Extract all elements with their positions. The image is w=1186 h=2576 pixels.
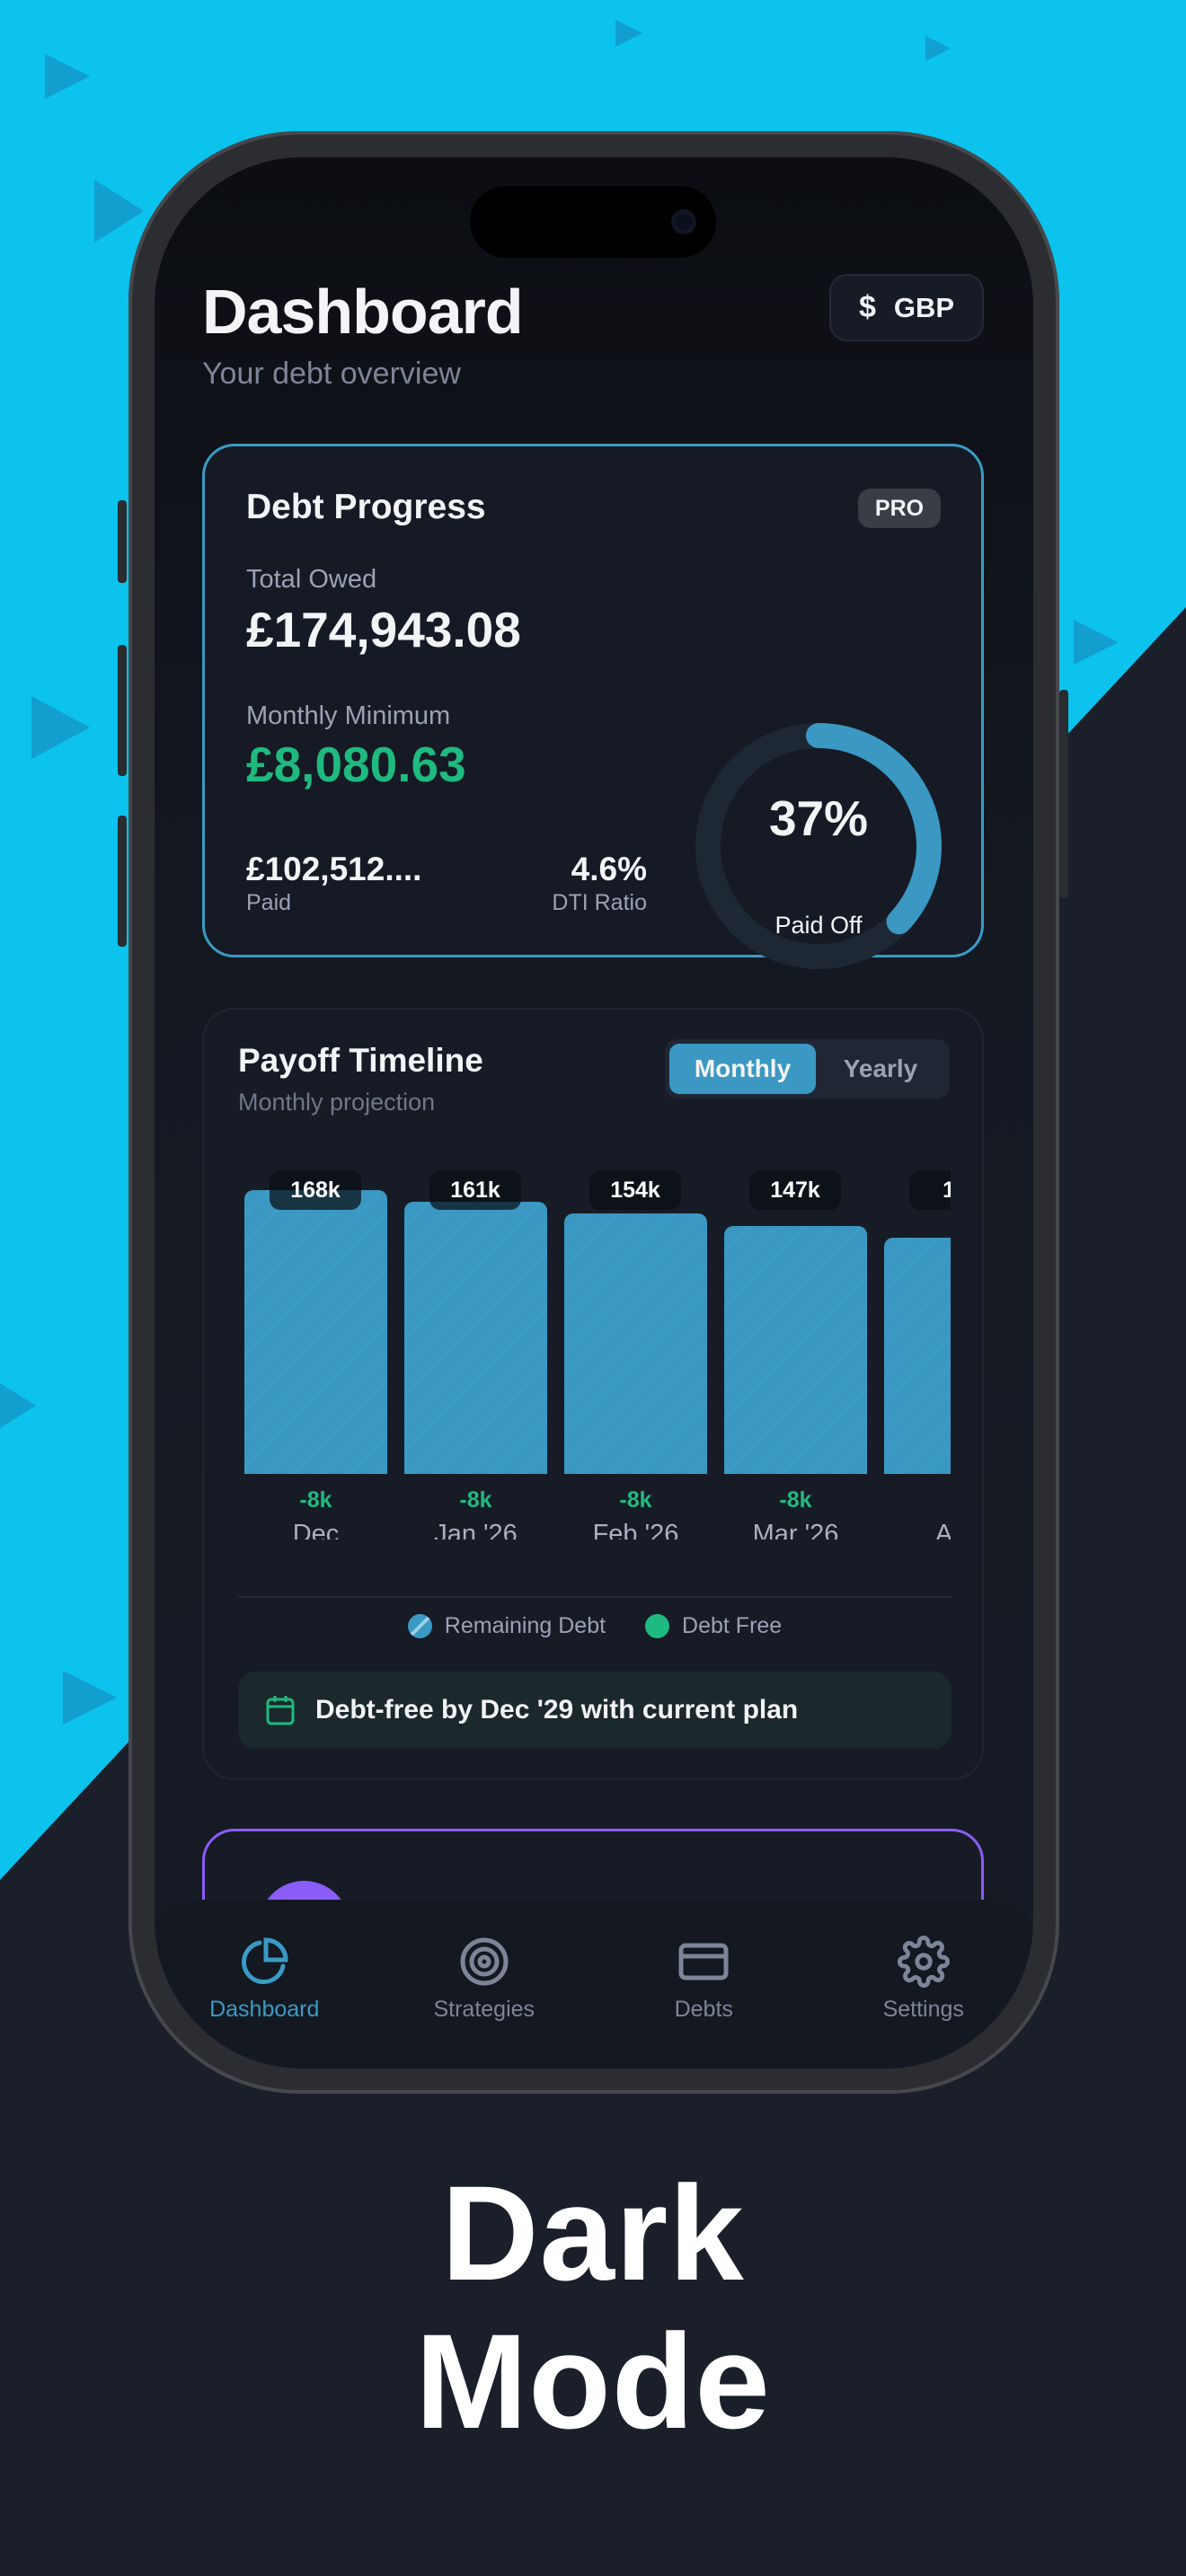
- progress-donut: [695, 723, 942, 969]
- legend-label: Debt Free: [682, 1613, 783, 1638]
- legend-remaining-debt: Remaining Debt: [407, 1613, 606, 1639]
- decor-triangle: [31, 696, 90, 759]
- currency-button[interactable]: $ GBP: [829, 274, 984, 341]
- green-dot-icon: [645, 1614, 670, 1638]
- paid-off-label: Paid Off: [774, 912, 863, 939]
- x-tick-label: Apr: [934, 1520, 951, 1539]
- phone-side-button: [118, 816, 127, 947]
- bar-value-label: 14: [909, 1170, 951, 1210]
- bar-value-label: 147k: [749, 1170, 841, 1210]
- nav-debts[interactable]: Debts: [594, 1900, 814, 2069]
- debt-progress-card[interactable]: Debt Progress PRO Total Owed £174,943.08…: [202, 444, 984, 969]
- monthly-minimum-label: Monthly Minimum: [246, 701, 451, 730]
- pro-badge: PRO: [858, 489, 941, 528]
- bar-value-label: 168k: [270, 1170, 361, 1210]
- app-screen: Dashboard Your debt overview $ GBP Debt …: [155, 157, 1033, 2069]
- nav-strategies[interactable]: Strategies: [375, 1900, 595, 2069]
- percent-paid: 37%: [768, 790, 869, 846]
- decor-triangle: [63, 1671, 117, 1725]
- x-tick-label: Dec: [292, 1520, 340, 1539]
- decor-triangle: [94, 180, 144, 243]
- bar: [564, 1213, 707, 1474]
- page-subtitle: Your debt overview: [202, 357, 461, 391]
- dynamic-island: [470, 186, 716, 258]
- nav-label: Settings: [882, 1997, 964, 2022]
- paid-label: Paid: [246, 890, 292, 915]
- bar-change-label: -8k: [459, 1487, 492, 1513]
- decor-triangle: [925, 36, 951, 61]
- paid-value: £102,512....: [246, 851, 422, 887]
- timeline-subtitle: Monthly projection: [238, 1089, 436, 1116]
- card-title: Debt Progress: [246, 488, 486, 526]
- divider: [238, 1596, 951, 1598]
- dti-label: DTI Ratio: [552, 890, 647, 915]
- bar-change-label: -: [884, 1487, 951, 1513]
- bar-value-label: 154k: [589, 1170, 681, 1210]
- tab-yearly[interactable]: Yearly: [843, 1054, 918, 1082]
- x-tick-label: Jan '26: [434, 1520, 518, 1539]
- bar-change-label: -8k: [299, 1487, 332, 1513]
- dollar-icon: $: [858, 290, 876, 324]
- bar: [724, 1225, 867, 1474]
- bar: [884, 1237, 951, 1474]
- timeline-title: Payoff Timeline: [238, 1042, 483, 1079]
- decor-triangle: [1074, 620, 1119, 665]
- total-owed-label: Total Owed: [246, 565, 377, 594]
- monthly-minimum-value: £8,080.63: [246, 737, 466, 792]
- payoff-timeline-card: Payoff Timeline Monthly projection Month…: [202, 1008, 984, 1780]
- bar: [244, 1190, 387, 1474]
- currency-label: GBP: [893, 291, 955, 323]
- bar-change-label: -8k: [619, 1487, 652, 1513]
- caption-line-1: Dark: [441, 2157, 745, 2308]
- striped-dot-icon: [407, 1614, 432, 1638]
- nav-settings[interactable]: Settings: [814, 1900, 1034, 2069]
- nav-dashboard[interactable]: Dashboard: [155, 1900, 375, 2069]
- legend-label: Remaining Debt: [444, 1613, 606, 1638]
- pie-chart-icon: [242, 1937, 288, 1985]
- credit-card-icon: [678, 1943, 729, 1981]
- legend-debt-free: Debt Free: [645, 1613, 782, 1639]
- bottom-nav: Dashboard Strategies Debts Settings: [155, 1900, 1033, 2069]
- period-toggle: Monthly Yearly: [665, 1039, 950, 1098]
- chart-legend: Remaining Debt Debt Free: [238, 1613, 951, 1639]
- nav-label: Strategies: [433, 1997, 535, 2022]
- total-owed-value: £174,943.08: [246, 602, 521, 657]
- nav-label: Debts: [674, 1997, 733, 2022]
- gear-icon: [897, 1936, 950, 1988]
- decor-triangle: [0, 1383, 36, 1428]
- calendar-icon: [266, 1696, 295, 1725]
- donut-progress-arc: [695, 723, 942, 969]
- x-tick-label: Feb '26: [592, 1520, 679, 1539]
- camera-icon: [671, 209, 696, 234]
- target-icon: [460, 1937, 509, 1986]
- phone-side-button: [1059, 690, 1068, 898]
- tab-monthly[interactable]: Monthly: [669, 1044, 816, 1094]
- x-tick-label: Mar '26: [752, 1520, 839, 1539]
- payoff-bar-chart: 168k -8k Dec 161k -8k Jan '26 154k -8k Feb '26 14…: [244, 1162, 951, 1539]
- dti-value: 4.6%: [571, 851, 647, 887]
- page-title: Dashboard: [202, 277, 524, 347]
- bar-change-label: -8k: [779, 1487, 812, 1513]
- decor-triangle: [615, 20, 642, 47]
- decor-triangle: [45, 54, 90, 99]
- phone-side-button: [118, 500, 127, 583]
- phone-side-button: [118, 645, 127, 776]
- caption-line-2: Mode: [415, 2306, 771, 2457]
- debt-free-banner: Debt-free by Dec '29 with current plan: [238, 1672, 951, 1749]
- nav-label: Dashboard: [209, 1997, 320, 2022]
- debt-free-text: Debt-free by Dec '29 with current plan: [315, 1695, 799, 1725]
- bar: [404, 1202, 547, 1474]
- bar-value-label: 161k: [429, 1170, 521, 1210]
